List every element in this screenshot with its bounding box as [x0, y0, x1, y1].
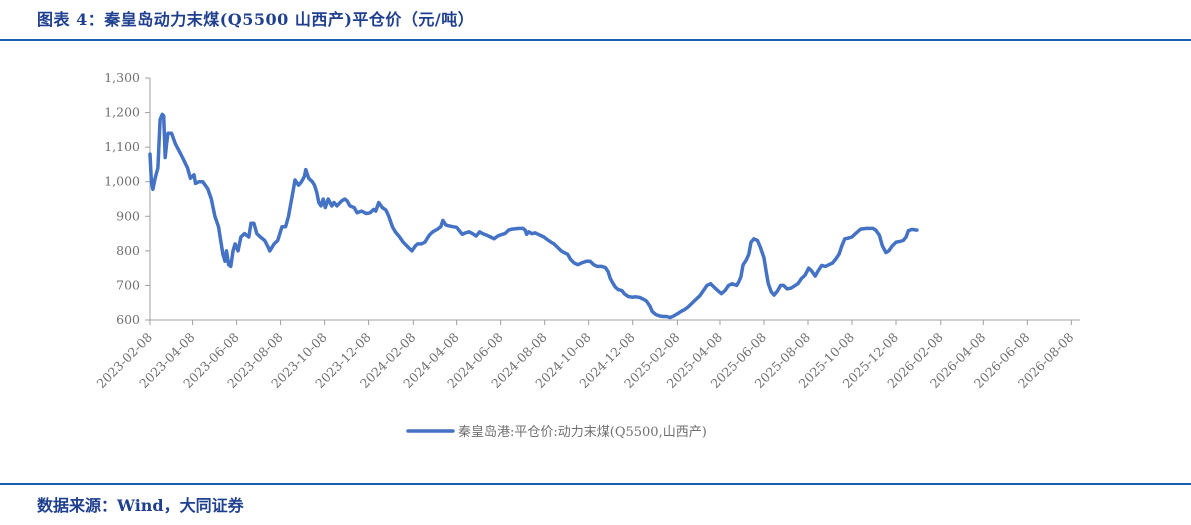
legend: 秦皇岛港:平仓价:动力末煤(Q5500,山西产)	[406, 424, 707, 440]
y-tick-label: 1,100	[104, 139, 140, 154]
footer-divider	[0, 483, 1191, 485]
y-tick-label: 700	[116, 277, 140, 292]
series-layer	[148, 112, 919, 320]
chart-title: 图表 4：秦皇岛动力末煤(Q5500 山西产)平仓价（元/吨）	[37, 10, 475, 29]
y-tick-label: 800	[116, 243, 140, 258]
y-tick-label: 600	[116, 312, 140, 327]
line-chart: 600 700 800 900 1,000 1,100 1,200 1,300 2023-02…	[94, 70, 1080, 440]
source-note: 数据来源：Wind，大同证券	[37, 496, 244, 515]
y-tick-label: 900	[116, 208, 140, 223]
y-axis: 600 700 800 900 1,000 1,100 1,200 1,300	[104, 70, 151, 327]
header-divider	[0, 39, 1191, 41]
x-axis: 2023-02-082023-04-082023-06-082023-08-08…	[94, 319, 1080, 391]
series-line	[148, 112, 919, 320]
y-tick-label: 1,000	[104, 174, 140, 189]
y-tick-label: 1,300	[104, 70, 140, 85]
y-tick-label: 1,200	[104, 105, 140, 120]
legend-label: 秦皇岛港:平仓价:动力末煤(Q5500,山西产)	[458, 424, 707, 440]
